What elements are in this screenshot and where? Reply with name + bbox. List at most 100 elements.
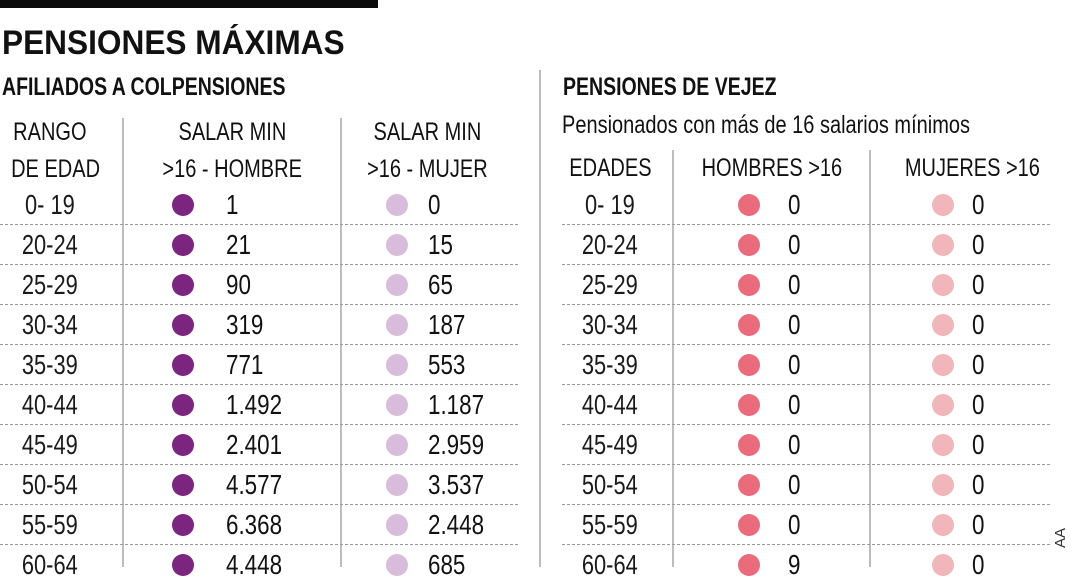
table-row: 25-29 0 0: [562, 266, 1050, 306]
table-row: 50-54 0 0: [562, 466, 1050, 506]
left-column-divider-2: [340, 118, 342, 567]
right-column-divider-2: [869, 150, 871, 567]
men-value: 4.577: [226, 469, 283, 500]
women-dot-icon: [386, 314, 408, 336]
women-value: 2.448: [428, 509, 485, 540]
left-table-subtitle: AFILIADOS A COLPENSIONES: [2, 73, 286, 101]
author-credit: AA: [1052, 527, 1069, 548]
men-dot-icon: [172, 434, 194, 456]
left-header-women: SALAR MIN >16 - MUJER: [342, 114, 512, 188]
table-row: 30-34 0 0: [562, 306, 1050, 346]
table-row: 60-64 4.448 685: [0, 546, 518, 586]
women-value: 0: [972, 469, 985, 500]
women-dot-icon: [386, 354, 408, 376]
women-dot-icon: [386, 274, 408, 296]
men-dot-icon: [738, 434, 760, 456]
men-dot-icon: [738, 274, 760, 296]
age-range: 0- 19: [585, 189, 635, 220]
men-value: 0: [788, 389, 801, 420]
row-separator: [0, 344, 518, 345]
age-range: 20-24: [582, 229, 638, 260]
age-range: 60-64: [22, 549, 78, 580]
men-dot-icon: [738, 194, 760, 216]
women-dot-icon: [386, 234, 408, 256]
women-value: 0: [972, 509, 985, 540]
age-range: 40-44: [22, 389, 78, 420]
men-value: 0: [788, 469, 801, 500]
men-dot-icon: [738, 314, 760, 336]
men-dot-icon: [738, 514, 760, 536]
men-dot-icon: [738, 394, 760, 416]
women-value: 0: [972, 549, 985, 580]
header-line: SALAR MIN: [178, 118, 286, 146]
women-dot-icon: [932, 514, 954, 536]
age-range: 60-64: [582, 549, 638, 580]
table-row: 50-54 4.577 3.537: [0, 466, 518, 506]
table-row: 0- 19 1 0: [0, 186, 518, 226]
men-value: 1.492: [226, 389, 283, 420]
table-row: 0- 19 0 0: [562, 186, 1050, 226]
women-dot-icon: [386, 514, 408, 536]
men-dot-icon: [172, 354, 194, 376]
page-title: PENSIONES MÁXIMAS: [2, 24, 345, 62]
women-value: 0: [972, 389, 985, 420]
table-row: 45-49 2.401 2.959: [0, 426, 518, 466]
men-value: 21: [226, 229, 251, 260]
table-row: 40-44 1.492 1.187: [0, 386, 518, 426]
women-value: 685: [428, 549, 466, 580]
table-row: 20-24 0 0: [562, 226, 1050, 266]
men-dot-icon: [172, 314, 194, 336]
men-dot-icon: [738, 474, 760, 496]
header-line: MUJERES >16: [904, 154, 1040, 182]
age-range: 50-54: [582, 469, 638, 500]
row-separator: [562, 544, 1050, 545]
women-dot-icon: [386, 554, 408, 576]
women-value: 65: [428, 269, 453, 300]
men-value: 6.368: [226, 509, 283, 540]
age-range: 50-54: [22, 469, 78, 500]
row-separator: [562, 264, 1050, 265]
row-separator: [0, 424, 518, 425]
men-dot-icon: [738, 554, 760, 576]
women-value: 1.187: [428, 389, 485, 420]
men-value: 0: [788, 509, 801, 540]
women-dot-icon: [932, 274, 954, 296]
age-range: 35-39: [582, 349, 638, 380]
men-dot-icon: [172, 474, 194, 496]
men-value: 2.401: [226, 429, 283, 460]
left-header-age: RANGO DE EDAD: [0, 114, 100, 188]
men-dot-icon: [738, 234, 760, 256]
women-dot-icon: [932, 394, 954, 416]
row-separator: [0, 264, 518, 265]
row-separator: [562, 424, 1050, 425]
women-value: 0: [972, 429, 985, 460]
age-range: 40-44: [582, 389, 638, 420]
age-range: 25-29: [582, 269, 638, 300]
table-row: 40-44 0 0: [562, 386, 1050, 426]
header-line: HOMBRES >16: [701, 154, 843, 182]
age-range: 30-34: [22, 309, 78, 340]
age-range: 35-39: [22, 349, 78, 380]
men-value: 0: [788, 189, 801, 220]
women-dot-icon: [386, 394, 408, 416]
row-separator: [562, 304, 1050, 305]
table-row: 55-59 6.368 2.448: [0, 506, 518, 546]
age-range: 25-29: [22, 269, 78, 300]
men-value: 1: [226, 189, 239, 220]
age-range: 45-49: [22, 429, 78, 460]
men-dot-icon: [172, 394, 194, 416]
men-value: 0: [788, 429, 801, 460]
women-dot-icon: [932, 194, 954, 216]
header-line: >16 - MUJER: [366, 155, 488, 183]
men-dot-icon: [172, 514, 194, 536]
age-range: 0- 19: [25, 189, 75, 220]
men-dot-icon: [172, 234, 194, 256]
men-value: 9: [788, 549, 801, 580]
row-separator: [0, 384, 518, 385]
women-dot-icon: [932, 474, 954, 496]
men-value: 0: [788, 229, 801, 260]
age-range: 55-59: [582, 509, 638, 540]
header-line: SALAR MIN: [373, 118, 481, 146]
women-value: 2.959: [428, 429, 485, 460]
women-dot-icon: [386, 434, 408, 456]
